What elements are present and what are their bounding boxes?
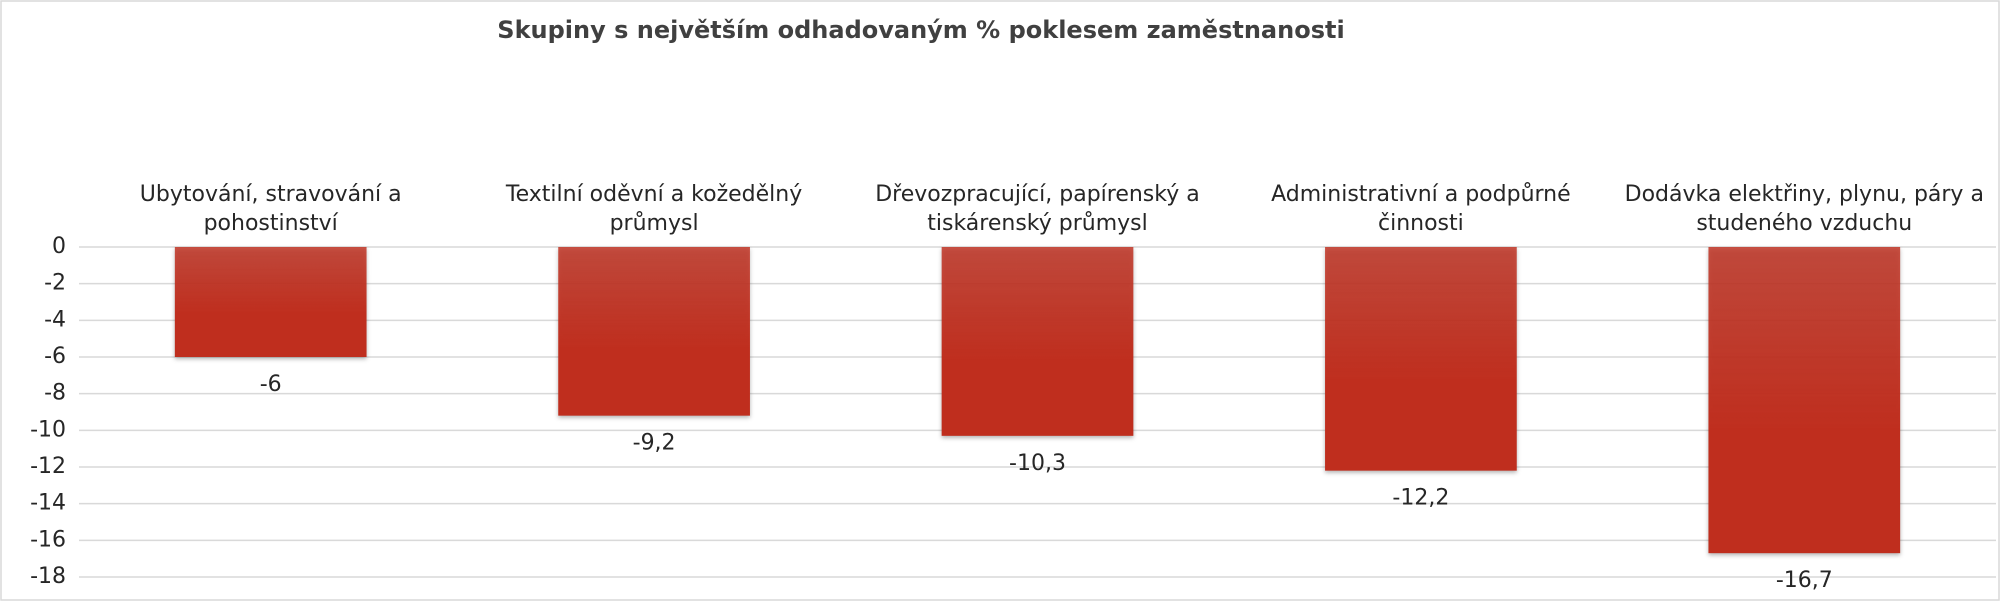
y-tick-label: -4	[44, 307, 66, 332]
chart-title: Skupiny s největším odhadovaným % pokles…	[497, 16, 1344, 44]
bar	[1325, 247, 1517, 471]
y-tick-label: -18	[30, 564, 66, 589]
y-tick-label: -2	[44, 271, 66, 296]
bar	[1708, 247, 1901, 554]
data-label: -6	[260, 372, 282, 397]
y-tick-label: -12	[30, 454, 66, 479]
y-tick-label: 0	[52, 234, 66, 259]
data-label: -16,7	[1776, 568, 1833, 593]
y-tick-label: -16	[30, 527, 66, 552]
data-label: -12,2	[1392, 486, 1449, 511]
y-tick-label: -10	[30, 417, 66, 442]
data-label: -10,3	[1009, 451, 1066, 476]
y-tick-label: -14	[30, 491, 66, 516]
x-tick-label: Ubytování, stravování a pohostinství	[139, 182, 402, 236]
y-tick-label: -6	[44, 344, 66, 369]
x-tick-label: Administrativní a podpůrné činnosti	[1271, 182, 1571, 236]
x-tick-label: Dodávka elektřiny, plynu, páry a studené…	[1624, 182, 1984, 236]
x-tick-label: Dřevozpracující, papírenský a tiskárensk…	[875, 182, 1200, 236]
x-tick-label: Textilní oděvní a kožedělný průmysl	[505, 182, 803, 236]
y-tick-label: -8	[44, 381, 66, 406]
data-label: -9,2	[633, 431, 676, 456]
bar	[558, 247, 750, 416]
bar	[941, 247, 1134, 436]
bar	[174, 247, 367, 357]
